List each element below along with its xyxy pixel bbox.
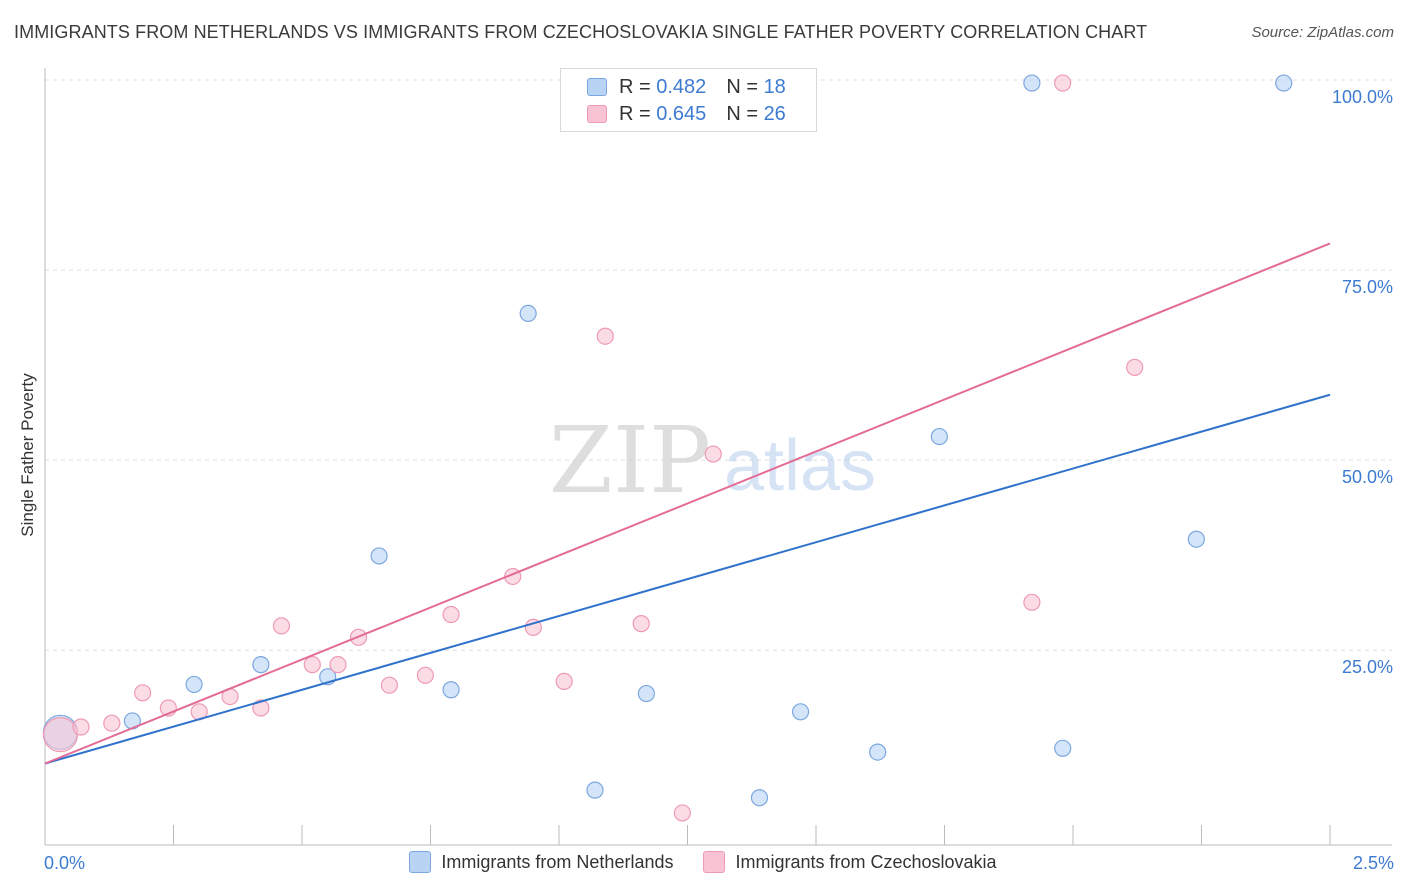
trend-line-netherlands (44, 393, 1331, 765)
series-label-netherlands: Immigrants from Netherlands (441, 851, 674, 872)
legend-swatch-czechoslovakia (587, 105, 607, 123)
czechoslovakia-point (673, 804, 691, 822)
czechoslovakia-point (704, 445, 722, 463)
x-tick-min: 0.0% (44, 853, 86, 873)
legend-r-value: 0.482 (656, 75, 707, 98)
legend-r-label: R = (619, 75, 657, 98)
y-tick-labels: 25.0% 50.0% 75.0% 100.0% (1332, 87, 1393, 677)
series-legend: Immigrants from Netherlands Immigrants f… (0, 851, 1406, 873)
y-tick-label: 75.0% (1342, 277, 1393, 297)
series-legend-czechoslovakia[interactable]: Immigrants from Czechoslovakia (703, 851, 997, 873)
czechoslovakia-point (380, 676, 398, 694)
netherlands-point (586, 781, 604, 799)
y-tick-label: 100.0% (1332, 87, 1393, 107)
czechoslovakia-point (72, 718, 90, 736)
y-axis-title: Single Father Poverty (18, 373, 37, 537)
y-tick-label: 50.0% (1342, 467, 1393, 487)
legend-row-czechoslovakia: R = 0.645 N = 26 (587, 101, 786, 127)
x-tick-max: 2.5% (1352, 853, 1394, 873)
netherlands-point (791, 703, 810, 721)
grid-lines (45, 79, 1392, 651)
legend-n-value: 18 (763, 75, 786, 98)
axes (44, 68, 1392, 846)
legend-n-label: N = (726, 102, 764, 125)
watermark-zip: ZIP (549, 407, 711, 514)
czechoslovakia-point (103, 714, 121, 732)
watermark: ZIP atlas (549, 407, 876, 514)
netherlands-point (930, 427, 948, 446)
y-tick-label: 25.0% (1342, 657, 1393, 677)
netherlands-point (637, 684, 655, 703)
chart-title: IMMIGRANTS FROM NETHERLANDS VS IMMIGRANT… (14, 22, 1148, 42)
czechoslovakia-point (303, 656, 321, 674)
stats-legend: R = 0.482 N = 18 R = 0.645 N = 26 (560, 68, 817, 132)
legend-n-value: 26 (763, 102, 786, 125)
netherlands-point (519, 304, 537, 323)
legend-r-value: 0.645 (656, 102, 707, 125)
czechoslovakia-point (1023, 593, 1041, 611)
czechoslovakia-point (416, 666, 434, 684)
series-label-czechoslovakia: Immigrants from Czechoslovakia (735, 851, 997, 872)
netherlands-point (750, 789, 769, 807)
netherlands-point (442, 681, 460, 699)
czechoslovakia-point (329, 656, 347, 674)
series-legend-netherlands[interactable]: Immigrants from Netherlands (409, 851, 673, 873)
czechoslovakia-point (272, 617, 291, 635)
series-swatch-netherlands (409, 851, 432, 873)
netherlands-point (252, 656, 270, 674)
trend-line-czechoslovakia (44, 242, 1331, 765)
netherlands-point (1275, 74, 1293, 92)
legend-swatch-netherlands (587, 78, 607, 96)
czechoslovakia-point (555, 672, 573, 690)
legend-n-label: N = (726, 75, 764, 98)
czechoslovakia-point (596, 327, 614, 345)
legend-row-netherlands: R = 0.482 N = 18 (587, 74, 786, 100)
czechoslovakia-point (1054, 74, 1072, 92)
legend-r-label: R = (619, 102, 657, 125)
source-label: Source: ZipAtlas.com (1251, 24, 1394, 41)
netherlands-point (1023, 74, 1041, 92)
watermark-atlas: atlas (724, 426, 876, 506)
czechoslovakia-point (134, 684, 152, 702)
czechoslovakia-point (252, 699, 270, 717)
netherlands-point (185, 675, 203, 694)
czechoslovakia-point (524, 618, 542, 637)
trend-lines (44, 242, 1331, 765)
netherlands-point (370, 547, 388, 565)
netherlands-point (869, 743, 887, 761)
series-swatch-czechoslovakia (703, 851, 726, 873)
netherlands-point (1054, 739, 1072, 757)
czechoslovakia-point (632, 615, 650, 633)
czechoslovakia-point (442, 605, 460, 624)
netherlands-point (1187, 530, 1205, 548)
czechoslovakia-point (1126, 358, 1144, 376)
czechoslovakia-point (42, 717, 79, 753)
